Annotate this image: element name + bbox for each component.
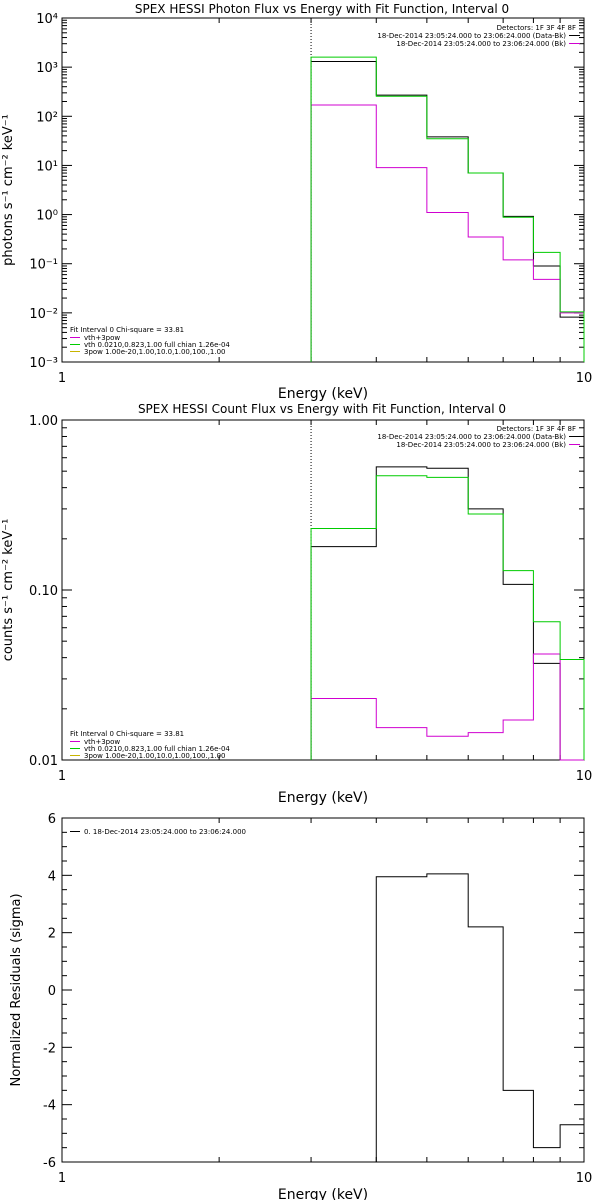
- photon-flux-legend-detectors: Detectors: 1F 3F 4F 8F: [497, 24, 576, 32]
- count-flux-y-tick-label: 0.01: [29, 754, 58, 769]
- residuals-y-tick-label: 2: [48, 927, 56, 942]
- count-flux-legend-bk: 18-Dec-2014 23:05:24.000 to 23:06:24.000…: [396, 441, 566, 449]
- count-flux-legend-fit-model: vth+3pow: [84, 738, 120, 746]
- residuals-legend: 0. 18-Dec-2014 23:05:24.000 to 23:06:24.…: [70, 828, 246, 836]
- photon-flux-series-1: [310, 104, 585, 362]
- photon-flux-y-tick-label: 10⁰: [36, 209, 58, 224]
- residuals-x-axis-label: Energy (keV): [278, 1187, 368, 1200]
- photon-flux-legend-3pow: 3pow 1.00e-20,1.00,10.0,1.00,100.,1.00: [84, 348, 226, 356]
- photon-flux-y-tick-label: 10⁻²: [29, 307, 58, 322]
- count-flux-legend-detectors: Detectors: 1F 3F 4F 8F: [497, 425, 576, 433]
- count-flux-plot-frame: [61, 419, 585, 761]
- count-flux-legend-fit-header: Fit Interval 0 Chi-square = 33.81: [70, 730, 184, 738]
- photon-flux-y-tick-label: 10³: [36, 61, 58, 76]
- count-flux-legend-data-bk: 18-Dec-2014 23:05:24.000 to 23:06:24.000…: [377, 433, 566, 441]
- residuals-y-tick-label: 0: [48, 984, 56, 999]
- photon-flux-y-tick-label: 10⁴: [36, 12, 58, 27]
- photon-flux-legend-fit-model: vth+3pow: [84, 334, 120, 342]
- residuals-y-axis-label: Normalized Residuals (sigma): [9, 893, 24, 1086]
- photon-flux-y-tick-label: 10²: [36, 110, 58, 125]
- count-flux-series-2: [310, 475, 585, 760]
- photon-flux-plot-frame: [61, 17, 585, 363]
- count-flux-title: SPEX HESSI Count Flux vs Energy with Fit…: [138, 402, 506, 416]
- count-flux-x-tick-label: 10: [576, 769, 593, 784]
- photon-flux-x-axis-label: Energy (keV): [278, 386, 368, 402]
- photon-flux-x-tick-label: 1: [58, 371, 66, 386]
- count-flux-series-1: [310, 653, 584, 761]
- photon-flux-series-2: [310, 56, 585, 362]
- count-flux-x-tick-label: 1: [58, 769, 66, 784]
- count-flux-x-axis-label: Energy (keV): [278, 790, 368, 806]
- photon-flux-legend-fit-header: Fit Interval 0 Chi-square = 33.81: [70, 326, 184, 334]
- count-flux-panel: SPEX HESSI Count Flux vs Energy with Fit…: [1, 402, 592, 806]
- photon-flux-legend-vth: vth 0.0210,0.823,1.00 full chian 1.26e-0…: [84, 341, 230, 349]
- photon-flux-series-0: [310, 61, 585, 362]
- residuals-panel: Energy (keV) Normalized Residuals (sigma…: [9, 812, 592, 1200]
- count-flux-y-tick-label: 1.00: [29, 414, 58, 429]
- photon-flux-legend-left: Fit Interval 0 Chi-square = 33.81 vth+3p…: [70, 326, 230, 356]
- residuals-y-tick-label: -2: [43, 1041, 56, 1056]
- photon-flux-legend-bk: 18-Dec-2014 23:05:24.000 to 23:06:24.000…: [396, 40, 566, 48]
- residuals-y-tick-label: 6: [48, 812, 56, 827]
- photon-flux-y-tick-label: 10¹: [36, 159, 58, 174]
- photon-flux-legend-right: Detectors: 1F 3F 4F 8F 18-Dec-2014 23:05…: [377, 24, 580, 48]
- count-flux-legend-vth: vth 0.0210,0.823,1.00 full chian 1.26e-0…: [84, 745, 230, 753]
- residuals-x-tick-label: 10: [576, 1171, 593, 1186]
- count-flux-series-0: [310, 466, 584, 761]
- photon-flux-y-tick-label: 10⁻³: [29, 356, 58, 371]
- count-flux-legend-right: Detectors: 1F 3F 4F 8F 18-Dec-2014 23:05…: [377, 425, 580, 449]
- residuals-legend-label: 0. 18-Dec-2014 23:05:24.000 to 23:06:24.…: [84, 828, 246, 836]
- photon-flux-legend-data-bk: 18-Dec-2014 23:05:24.000 to 23:06:24.000…: [377, 32, 566, 40]
- photon-flux-y-axis-label: photons s⁻¹ cm⁻² keV⁻¹: [1, 114, 16, 266]
- count-flux-y-axis-label: counts s⁻¹ cm⁻² keV⁻¹: [1, 519, 16, 662]
- residuals-y-tick-label: 4: [48, 869, 56, 884]
- count-flux-legend-3pow: 3pow 1.00e-20,1.00,10.0,1.00,100.,1.00: [84, 752, 226, 760]
- photon-flux-title: SPEX HESSI Photon Flux vs Energy with Fi…: [135, 2, 509, 16]
- residuals-x-tick-label: 1: [58, 1171, 66, 1186]
- count-flux-legend-left: Fit Interval 0 Chi-square = 33.81 vth+3p…: [70, 730, 230, 760]
- residuals-y-tick-label: -6: [43, 1156, 56, 1171]
- residuals-y-tick-label: -4: [43, 1099, 56, 1114]
- residuals-series-0: [311, 873, 585, 1163]
- residuals-plot-frame: [61, 817, 585, 1163]
- photon-flux-y-tick-label: 10⁻¹: [29, 258, 58, 273]
- photon-flux-x-tick-label: 10: [576, 371, 593, 386]
- count-flux-y-tick-label: 0.10: [29, 584, 58, 599]
- photon-flux-panel: SPEX HESSI Photon Flux vs Energy with Fi…: [1, 2, 592, 402]
